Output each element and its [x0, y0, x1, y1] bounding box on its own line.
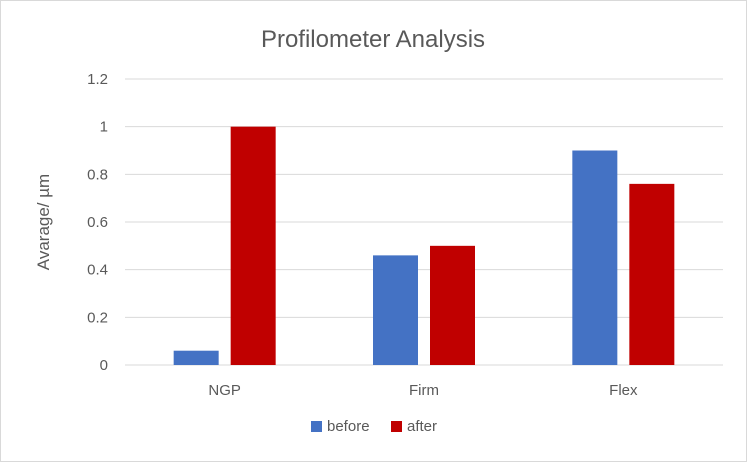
bar-before-firm	[373, 255, 418, 365]
legend-swatch-after	[391, 421, 402, 432]
legend-swatch-before	[311, 421, 322, 432]
gridlines	[125, 78, 723, 366]
bars	[173, 126, 675, 366]
legend: before after	[311, 418, 437, 435]
y-tick-label: 0	[100, 357, 108, 374]
y-tick-label: 0.6	[87, 214, 108, 231]
y-tick-label: 1	[100, 119, 108, 136]
bar-after-firm	[430, 245, 475, 365]
y-tick-label: 0.2	[87, 309, 108, 326]
y-tick-label: 0.8	[87, 166, 108, 183]
y-axis-tick-labels: 0 0.2 0.4 0.6 0.8 1 1.2	[87, 71, 108, 374]
bar-after-flex	[629, 183, 675, 365]
y-axis-title: Avarage/ µm	[34, 174, 53, 270]
legend-label-before: before	[327, 418, 370, 435]
y-tick-label: 1.2	[87, 71, 108, 88]
chart-title: Profilometer Analysis	[261, 26, 485, 53]
bar-before-flex	[572, 150, 618, 365]
x-tick-label: NGP	[208, 382, 241, 399]
x-axis-tick-labels: NGP Firm Flex	[208, 382, 638, 399]
x-tick-label: Flex	[609, 382, 638, 399]
legend-label-after: after	[407, 418, 437, 435]
x-tick-label: Firm	[409, 382, 439, 399]
bar-after-ngp	[230, 126, 276, 366]
y-tick-label: 0.4	[87, 262, 108, 279]
bar-before-ngp	[173, 350, 219, 365]
